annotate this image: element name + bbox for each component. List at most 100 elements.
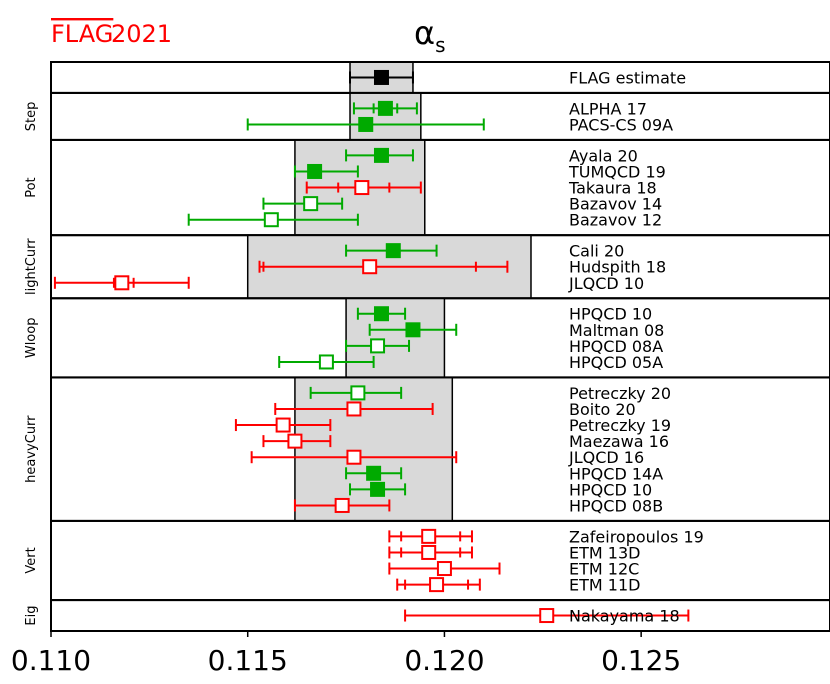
value-marker — [370, 481, 386, 497]
data-point: Petreczky 20 — [309, 384, 671, 403]
entry-label: ETM 13D — [569, 543, 640, 562]
title-subscript: s — [435, 33, 445, 57]
group-panel — [50, 61, 830, 94]
data-point: FLAG estimate — [349, 68, 686, 87]
entry-label: HPQCD 08B — [569, 496, 663, 515]
group-label: Vert — [24, 547, 39, 573]
entry-label: ETM 11D — [569, 576, 640, 595]
group-panel — [50, 138, 830, 237]
value-marker — [362, 259, 378, 275]
value-marker — [436, 561, 452, 577]
x-tick-label: 0.125 — [601, 644, 681, 677]
value-marker — [346, 401, 362, 417]
entry-label: Ayala 20 — [569, 146, 638, 165]
data-point: Bazavov 14 — [262, 195, 662, 214]
group-label: Step — [24, 102, 39, 132]
data-point: Maltman 08 — [368, 321, 664, 340]
entry-label: TUMQCD 19 — [568, 162, 666, 181]
data-point: Maezawa 16 — [262, 432, 669, 451]
entry-label: Maezawa 16 — [569, 432, 669, 451]
data-point: Zafeiropoulos 19 — [388, 527, 704, 546]
entry-label: HPQCD 05A — [569, 353, 663, 372]
value-marker — [263, 212, 279, 228]
data-point: HPQCD 08B — [293, 496, 663, 515]
value-marker — [405, 322, 421, 338]
value-marker — [373, 69, 389, 85]
entry-label: Bazavov 14 — [569, 195, 662, 214]
value-marker — [373, 147, 389, 163]
data-point: ETM 13D — [388, 543, 640, 562]
data-point: Bazavov 12 — [187, 211, 662, 230]
entry-label: Petreczky 19 — [569, 416, 671, 435]
x-tick-label: 0.110 — [11, 644, 91, 677]
value-marker — [366, 465, 382, 481]
chart-title: αs — [414, 14, 446, 57]
entry-label: Maltman 08 — [569, 321, 664, 340]
x-tick-label: 0.115 — [208, 644, 288, 677]
group-label: Eig — [24, 605, 39, 625]
group-label: Wloop — [24, 318, 39, 359]
title-symbol: α — [414, 14, 435, 52]
entry-label: Cali 20 — [569, 242, 624, 261]
value-marker — [358, 116, 374, 132]
data-point: ETM 12C — [388, 560, 639, 579]
group-panel — [50, 599, 830, 633]
group-eig: Eig Nakayama 18 — [24, 599, 830, 633]
estimate-band — [345, 297, 446, 379]
value-marker — [307, 163, 323, 179]
entry-label: HPQCD 10 — [569, 305, 652, 324]
x-axis: 0.110 0.115 0.120 0.125 — [11, 631, 681, 677]
data-point: Petreczky 19 — [234, 416, 671, 435]
entry-label: ALPHA 17 — [569, 99, 647, 118]
flag-year: 2021 — [111, 20, 172, 48]
entry-label: PACS-CS 09A — [569, 115, 673, 134]
group-label: Pot — [24, 177, 39, 197]
value-marker — [346, 449, 362, 465]
data-point: HPQCD 14A — [345, 464, 663, 483]
value-marker — [350, 385, 366, 401]
data-point: HPQCD 10 — [349, 480, 652, 499]
value-marker — [377, 100, 393, 116]
entry-label: ETM 12C — [569, 560, 639, 579]
value-marker — [114, 275, 130, 291]
x-tick-label: 0.120 — [404, 644, 484, 677]
data-point: Nakayama 18 — [404, 607, 690, 626]
entry-label: HPQCD 10 — [569, 480, 652, 499]
estimate-band — [294, 376, 454, 522]
entry-label: Nakayama 18 — [569, 607, 680, 626]
entry-label: Takaura 18 — [568, 179, 657, 198]
entry-label: Zafeiropoulos 19 — [569, 527, 704, 546]
value-marker — [370, 338, 386, 354]
entry-label: JLQCD 10 — [568, 274, 644, 293]
data-point: ALPHA 17 — [352, 99, 647, 118]
entry-label: Bazavov 12 — [569, 211, 662, 230]
entry-label: HPQCD 08A — [569, 337, 663, 356]
estimate-band — [349, 92, 422, 141]
data-point: Hudspith 18 — [258, 258, 666, 277]
group-label: heavyCurr — [24, 415, 39, 483]
value-marker — [287, 433, 303, 449]
value-marker — [421, 544, 437, 560]
data-point: Cali 20 — [345, 242, 624, 261]
data-point: Boito 20 — [274, 400, 636, 419]
value-marker — [303, 196, 319, 212]
data-point: JLQCD 16 — [250, 448, 644, 467]
entry-label: JLQCD 16 — [568, 448, 644, 467]
entry-label: Hudspith 18 — [569, 258, 666, 277]
value-marker — [421, 528, 437, 544]
value-marker — [354, 180, 370, 196]
data-point: Takaura 18 — [305, 179, 657, 198]
group-flag: FLAG estimate — [50, 61, 830, 94]
entry-label: FLAG estimate — [569, 68, 686, 87]
data-point: PACS-CS 09A — [246, 115, 673, 134]
data-point: JLQCD 10 — [53, 274, 644, 293]
entry-label: Petreczky 20 — [569, 384, 671, 403]
group-panel — [50, 91, 830, 141]
